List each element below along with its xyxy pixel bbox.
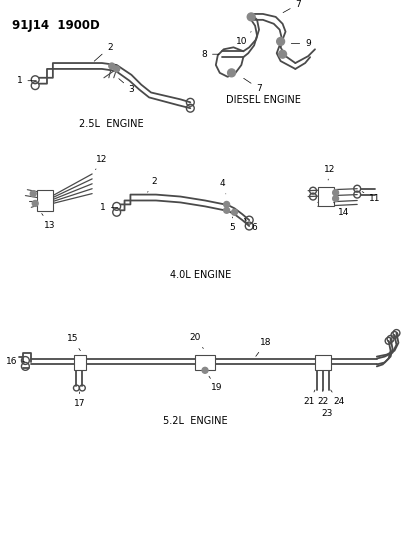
- Circle shape: [278, 50, 286, 58]
- FancyBboxPatch shape: [317, 187, 333, 206]
- Circle shape: [32, 200, 38, 206]
- FancyBboxPatch shape: [314, 354, 330, 370]
- Text: 13: 13: [42, 214, 55, 230]
- Text: 4.0L ENGINE: 4.0L ENGINE: [169, 270, 230, 280]
- Text: 7: 7: [282, 0, 300, 13]
- Text: DIESEL ENGINE: DIESEL ENGINE: [225, 95, 300, 106]
- Text: 18: 18: [255, 338, 271, 357]
- Text: 4: 4: [219, 179, 225, 194]
- Text: 24: 24: [330, 390, 343, 406]
- Text: 10: 10: [235, 31, 251, 46]
- Text: 22: 22: [316, 390, 328, 406]
- Circle shape: [276, 37, 284, 45]
- Text: 6: 6: [244, 218, 256, 232]
- Text: 2: 2: [147, 177, 157, 192]
- Text: 11: 11: [361, 192, 380, 203]
- Circle shape: [332, 196, 338, 201]
- Text: 14: 14: [333, 203, 348, 217]
- Text: 21: 21: [303, 390, 314, 406]
- Circle shape: [202, 367, 207, 373]
- Text: 17: 17: [74, 392, 85, 408]
- Circle shape: [30, 191, 36, 197]
- Text: 9: 9: [291, 39, 310, 48]
- Text: 12: 12: [323, 165, 335, 180]
- FancyBboxPatch shape: [195, 354, 214, 370]
- Circle shape: [223, 207, 229, 213]
- Circle shape: [247, 13, 254, 21]
- Text: 1: 1: [100, 203, 118, 212]
- Circle shape: [332, 190, 338, 196]
- Text: 7: 7: [243, 78, 261, 93]
- Text: 5: 5: [229, 217, 235, 232]
- FancyBboxPatch shape: [37, 190, 53, 211]
- Circle shape: [223, 201, 229, 207]
- Text: 23: 23: [320, 409, 332, 418]
- Text: 15: 15: [66, 334, 80, 351]
- Circle shape: [227, 69, 235, 77]
- Text: 5.2L  ENGINE: 5.2L ENGINE: [162, 416, 227, 426]
- Text: 19: 19: [209, 376, 222, 392]
- Text: 2: 2: [94, 43, 112, 61]
- Text: 3: 3: [119, 78, 134, 94]
- Text: 91J14  1900D: 91J14 1900D: [12, 19, 99, 32]
- Circle shape: [109, 63, 114, 69]
- Circle shape: [114, 66, 119, 72]
- Text: 1: 1: [17, 76, 36, 85]
- Text: 16: 16: [6, 357, 24, 366]
- Text: 12: 12: [95, 155, 107, 169]
- Text: 8: 8: [201, 50, 218, 59]
- FancyBboxPatch shape: [74, 354, 86, 370]
- Circle shape: [231, 209, 237, 215]
- Text: 2.5L  ENGINE: 2.5L ENGINE: [79, 119, 144, 129]
- Text: 20: 20: [189, 334, 203, 349]
